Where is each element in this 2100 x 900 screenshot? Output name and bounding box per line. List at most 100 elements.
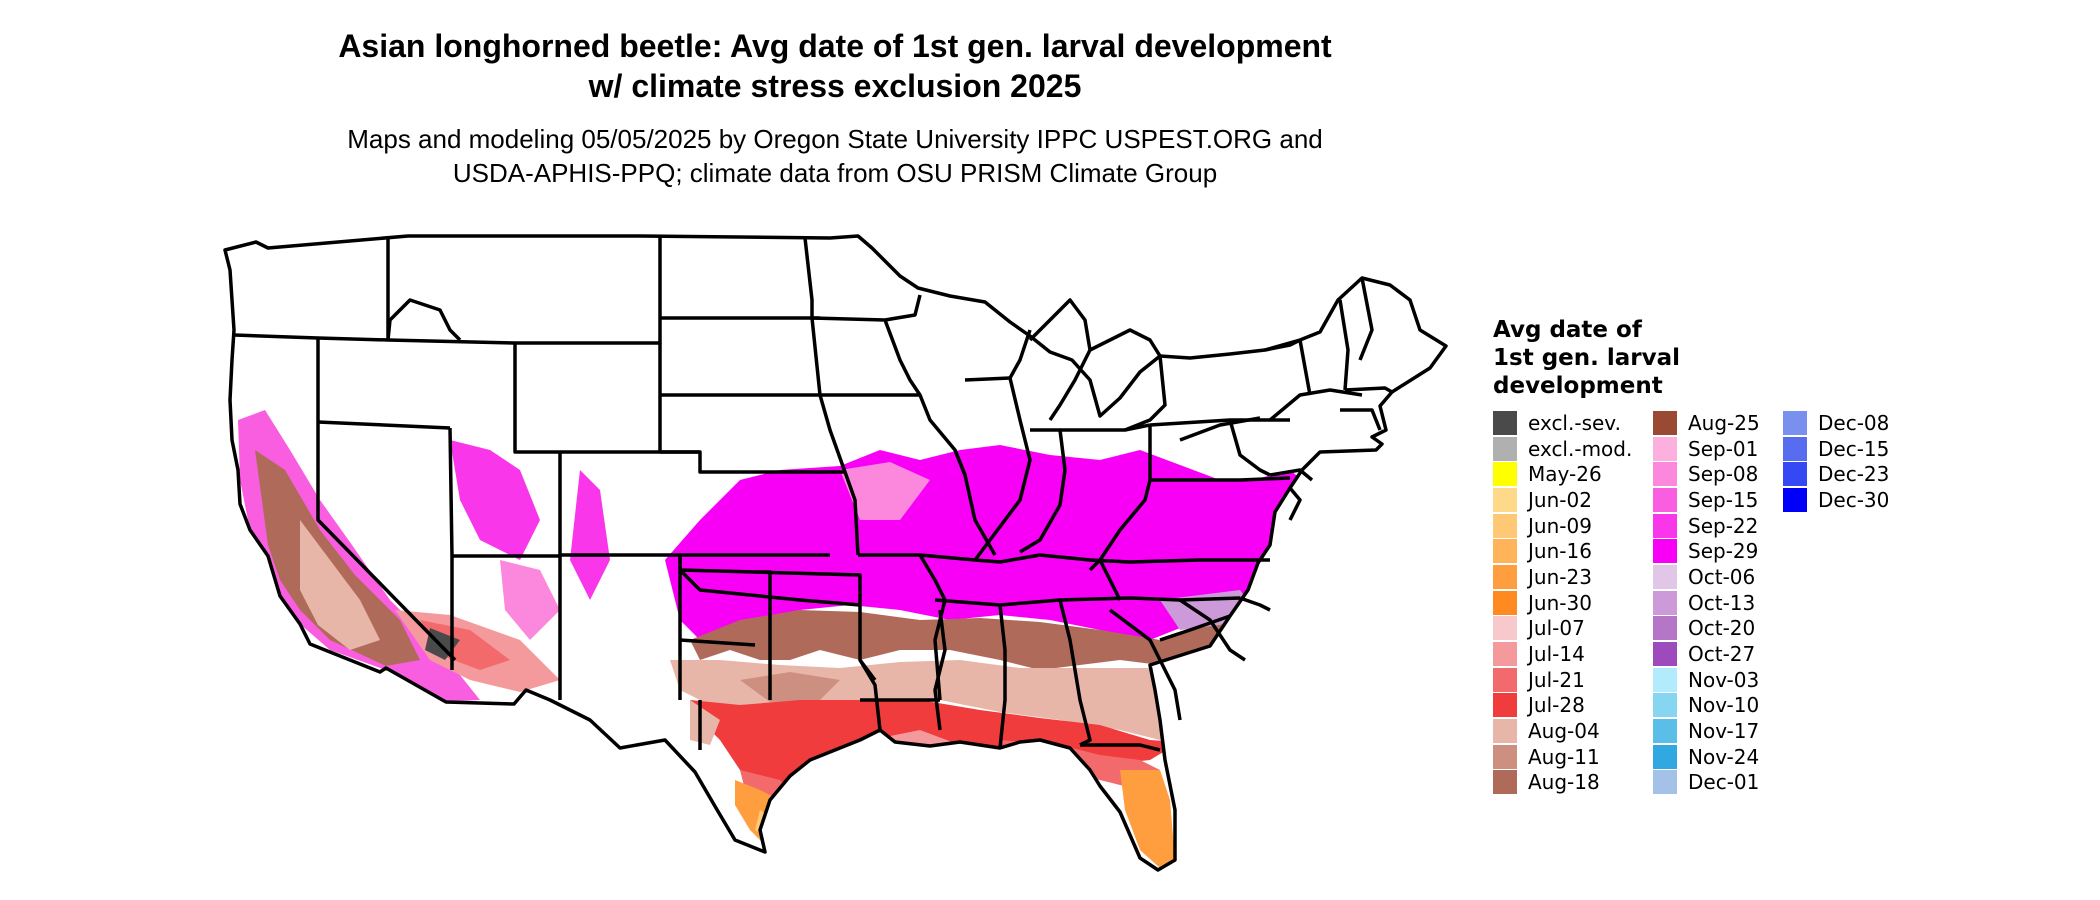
legend-item: Jul-21 [1493, 667, 1632, 693]
legend-label: Jul-14 [1528, 642, 1585, 667]
legend-label: Jun-23 [1528, 564, 1592, 589]
legend-label: Jul-28 [1528, 693, 1585, 718]
us-map [223, 234, 1448, 872]
legend-swatch [1653, 539, 1677, 564]
legend-swatch [1653, 590, 1677, 615]
legend-item: Dec-01 [1653, 770, 1760, 796]
legend-swatch [1653, 513, 1677, 538]
legend-label: Aug-25 [1688, 410, 1760, 435]
map-subtitle-line-2: USDA-APHIS-PPQ; climate data from OSU PR… [452, 158, 1218, 188]
legend-column: Aug-25 Sep-01 Sep-08 Sep-15 Sep-22 Sep-29 Oct-… [1653, 410, 1760, 795]
legend-item: Jun-23 [1493, 564, 1632, 590]
legend-swatch [1653, 693, 1677, 718]
legend-item: May-26 [1493, 461, 1632, 487]
legend-column: Dec-08 Dec-15 Dec-23 Dec-30 [1783, 410, 1889, 513]
legend-label: Oct-20 [1688, 616, 1756, 641]
map-title-line-2: w/ climate stress exclusion 2025 [588, 68, 1082, 104]
legend-item: Sep-01 [1653, 436, 1760, 462]
legend-swatch [1783, 462, 1807, 487]
legend-swatch [1493, 770, 1517, 795]
legend-swatch [1653, 719, 1677, 744]
legend-label: Sep-22 [1688, 513, 1759, 538]
legend-swatch [1653, 667, 1677, 692]
legend-swatch [1493, 539, 1517, 564]
legend-label: Nov-03 [1688, 667, 1760, 692]
legend-item: Sep-08 [1653, 461, 1760, 487]
legend-item: Oct-27 [1653, 641, 1760, 667]
legend-label: Oct-13 [1688, 590, 1756, 615]
legend-swatch [1653, 410, 1677, 435]
legend-item: Aug-25 [1653, 410, 1760, 436]
legend-label: Oct-27 [1688, 642, 1756, 667]
legend-label: Dec-15 [1818, 436, 1890, 461]
map-subtitle: Maps and modeling 05/05/2025 by Oregon S… [347, 124, 1323, 154]
legend-label: Aug-11 [1528, 744, 1600, 769]
legend-swatch [1783, 487, 1807, 512]
legend-item: excl.-mod. [1493, 436, 1632, 462]
legend-item: Jul-28 [1493, 693, 1632, 719]
legend-item: Oct-20 [1653, 616, 1760, 642]
legend-swatch [1493, 642, 1517, 667]
legend-label: Jun-30 [1528, 590, 1592, 615]
legend-label: Nov-10 [1688, 693, 1760, 718]
legend-swatch [1653, 616, 1677, 641]
legend-item: Dec-08 [1783, 410, 1889, 436]
legend-label: Dec-01 [1688, 770, 1760, 795]
legend-item: Jun-16 [1493, 538, 1632, 564]
legend-label: Jun-09 [1528, 513, 1592, 538]
legend-swatch [1493, 564, 1517, 589]
legend-label: excl.-sev. [1528, 410, 1621, 435]
legend-label: Jun-02 [1528, 487, 1592, 512]
legend-swatch [1653, 770, 1677, 795]
legend-title-line: development [1493, 373, 1663, 399]
legend-item: Jul-14 [1493, 641, 1632, 667]
legend-label: Dec-08 [1818, 410, 1890, 435]
state-borders [223, 234, 1448, 872]
legend-swatch [1653, 436, 1677, 461]
legend-swatch [1783, 436, 1807, 461]
legend-item: Aug-11 [1493, 744, 1632, 770]
legend-item: Nov-24 [1653, 744, 1760, 770]
legend-item: Dec-23 [1783, 461, 1889, 487]
legend-item: Jul-07 [1493, 616, 1632, 642]
legend-swatch [1653, 564, 1677, 589]
legend-title-line: 1st gen. larval [1493, 345, 1681, 371]
map-title: Asian longhorned beetle: Avg date of 1st… [338, 28, 1332, 64]
legend-item: Sep-29 [1653, 538, 1760, 564]
legend-label: Nov-17 [1688, 719, 1760, 744]
legend-label: Dec-23 [1818, 462, 1890, 487]
legend-title: Avg date of 1st gen. larval development [1493, 316, 1753, 400]
legend-label: Sep-29 [1688, 539, 1759, 564]
legend-label: excl.-mod. [1528, 436, 1633, 461]
legend-swatch [1493, 693, 1517, 718]
legend-label: Sep-15 [1688, 487, 1759, 512]
legend-item: Oct-13 [1653, 590, 1760, 616]
legend-swatch [1493, 719, 1517, 744]
legend-swatch [1653, 642, 1677, 667]
legend-item: Dec-15 [1783, 436, 1889, 462]
legend-item: Jun-09 [1493, 513, 1632, 539]
legend-item: Nov-03 [1653, 667, 1760, 693]
legend-swatch [1493, 410, 1517, 435]
legend-swatch [1493, 590, 1517, 615]
legend-item: Nov-17 [1653, 718, 1760, 744]
legend-swatch [1783, 410, 1807, 435]
legend-swatch [1653, 462, 1677, 487]
legend-item: Aug-04 [1493, 718, 1632, 744]
legend-item: Jun-30 [1493, 590, 1632, 616]
legend-label: Jul-07 [1528, 616, 1585, 641]
legend-swatch [1493, 667, 1517, 692]
legend-label: May-26 [1528, 462, 1602, 487]
legend-item: Aug-18 [1493, 770, 1632, 796]
legend-label: Jun-16 [1528, 539, 1592, 564]
legend-item: Sep-22 [1653, 513, 1760, 539]
legend-label: Sep-01 [1688, 436, 1759, 461]
legend-item: Nov-10 [1653, 693, 1760, 719]
legend-item: Sep-15 [1653, 487, 1760, 513]
legend-label: Nov-24 [1688, 744, 1760, 769]
legend-swatch [1653, 744, 1677, 769]
legend-label: Oct-06 [1688, 564, 1756, 589]
legend-item: Oct-06 [1653, 564, 1760, 590]
legend-label: Jul-21 [1528, 667, 1585, 692]
legend-item: Jun-02 [1493, 487, 1632, 513]
